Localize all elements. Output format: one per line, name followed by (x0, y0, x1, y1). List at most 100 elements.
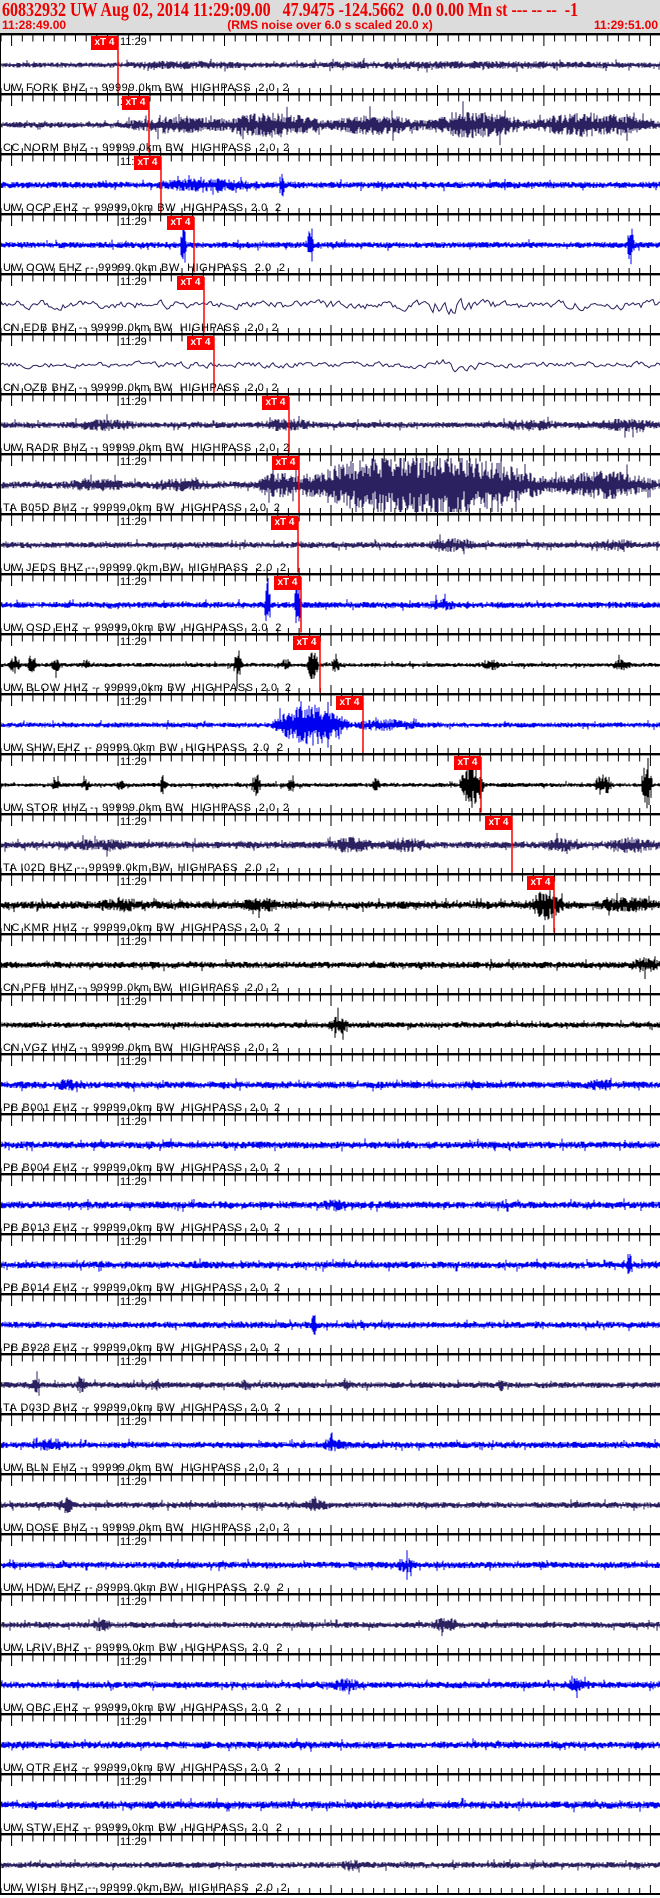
trace-row[interactable]: 11:29 CN EDB BHZ -- 99999.0km BW HIGHPAS… (1, 273, 660, 333)
pick-marker-flag[interactable]: xT 4 (177, 276, 204, 290)
pick-marker-flag[interactable]: xT 4 (122, 96, 149, 110)
waveform-plot[interactable] (1, 753, 660, 813)
waveform-plot[interactable] (1, 1293, 660, 1353)
pick-marker-flag[interactable]: xT 4 (274, 576, 301, 590)
trace-row[interactable]: 11:29 UW STOR HHZ -- 99999.0km BW HIGHPA… (1, 753, 660, 813)
station-channel-label: UW DOSE BHZ -- 99999.0km BW HIGHPASS 2.0… (3, 1522, 290, 1533)
trace-row[interactable]: 11:29 UW LRIV BHZ -- 99999.0km BW HIGHPA… (1, 1593, 660, 1653)
waveform-plot[interactable] (1, 813, 660, 873)
waveform-plot[interactable] (1, 993, 660, 1053)
waveform-plot[interactable] (1, 513, 660, 573)
trace-row[interactable]: 11:29 PB B004 EHZ -- 99999.0km BW HIGHPA… (1, 1113, 660, 1173)
time-ruler (1, 1173, 660, 1176)
trace-row[interactable]: 11:29 PB B001 EHZ -- 99999.0km BW HIGHPA… (1, 1053, 660, 1113)
pick-marker-flag[interactable]: xT 4 (336, 696, 363, 710)
waveform-plot[interactable] (1, 1773, 660, 1833)
window-end-time: 11:29:51.00 (593, 18, 658, 32)
trace-row[interactable]: 11:29 PB B013 EHZ -- 99999.0km BW HIGHPA… (1, 1173, 660, 1233)
waveform-plot[interactable] (1, 1713, 660, 1773)
pick-marker-flag[interactable]: xT 4 (271, 516, 298, 530)
trace-row[interactable]: 11:29 TA B05D BHZ -- 99999.0km BW HIGHPA… (1, 453, 660, 513)
pick-marker-flag[interactable]: xT 4 (485, 816, 512, 830)
waveform-plot[interactable] (1, 93, 660, 153)
time-ruler (1, 1833, 660, 1836)
trace-row[interactable]: 11:29 UW WISH BHZ -- 99999.0km BW HIGHPA… (1, 1833, 660, 1893)
waveform-trace (1, 1675, 660, 1698)
header-time-line: 11:28:49.00 (RMS noise over 6.0 s scaled… (0, 18, 660, 32)
waveform-trace (1, 218, 660, 265)
waveform-plot[interactable] (1, 1533, 660, 1593)
waveform-plot[interactable] (1, 693, 660, 753)
waveform-plot[interactable] (1, 1593, 660, 1653)
trace-row[interactable]: 11:29 PB B928 EHZ -- 99999.0km BW HIGHPA… (1, 1293, 660, 1353)
trace-row[interactable]: 11:29 CN PFB HHZ -- 99999.0km BW HIGHPAS… (1, 933, 660, 993)
waveform-plot[interactable] (1, 273, 660, 333)
trace-row[interactable]: 11:29 UW HDW EHZ -- 99999.0km BW HIGHPAS… (1, 1533, 660, 1593)
second-tick-marks (1, 1715, 651, 1773)
waveform-plot[interactable] (1, 1473, 660, 1533)
trace-row[interactable]: 11:29 UW OTR EHZ -- 99999.0km BW HIGHPAS… (1, 1713, 660, 1773)
trace-row[interactable]: 11:29 CC NORM BHZ -- 99999.0km BW HIGHPA… (1, 93, 660, 153)
waveform-plot[interactable] (1, 213, 660, 273)
trace-row[interactable]: 11:29 UW DOSE BHZ -- 99999.0km BW HIGHPA… (1, 1473, 660, 1533)
waveform-plot[interactable] (1, 873, 660, 933)
waveform-plot[interactable] (1, 453, 660, 513)
pick-marker-flag[interactable]: xT 4 (134, 156, 161, 170)
second-tick-marks (1, 995, 651, 1053)
second-tick-marks (1, 95, 651, 153)
pick-marker-flag[interactable]: xT 4 (454, 756, 481, 770)
minute-tick-label: 11:29 (120, 576, 147, 588)
pick-marker-flag[interactable]: xT 4 (272, 456, 299, 470)
window-start-time: 11:28:49.00 (2, 18, 67, 32)
trace-row[interactable]: 11:29 UW JEDS BHZ -- 99999.0km BW HIGHPA… (1, 513, 660, 573)
trace-row[interactable]: 11:29 TA I02D BHZ -- 99999.0km BW HIGHPA… (1, 813, 660, 873)
waveform-plot[interactable] (1, 1233, 660, 1293)
waveform-plot[interactable] (1, 333, 660, 393)
waveform-trace (1, 173, 660, 197)
trace-row[interactable]: 11:29 CN OZB BHZ -- 99999.0km BW HIGHPAS… (1, 333, 660, 393)
waveform-plot[interactable] (1, 33, 660, 93)
waveform-plot[interactable] (1, 1653, 660, 1713)
waveform-plot[interactable] (1, 933, 660, 993)
pick-marker-flag[interactable]: xT 4 (187, 336, 214, 350)
pick-marker-flag[interactable]: xT 4 (527, 876, 554, 890)
station-channel-label: TA B05D BHZ -- 99999.0km BW HIGHPASS 2.0… (3, 502, 281, 513)
waveform-plot[interactable] (1, 1053, 660, 1113)
waveform-trace (1, 58, 660, 73)
trace-row[interactable]: 11:29 UW BLN EHZ -- 99999.0km BW HIGHPAS… (1, 1413, 660, 1473)
waveform-plot[interactable] (1, 153, 660, 213)
waveform-plot[interactable] (1, 1833, 660, 1893)
trace-row[interactable]: 11:29 UW OCP EHZ -- 99999.0km BW HIGHPAS… (1, 153, 660, 213)
trace-row[interactable]: 11:29 TA D03D BHZ -- 99999.0km BW HIGHPA… (1, 1353, 660, 1413)
waveform-plot[interactable] (1, 1113, 660, 1173)
waveform-plot[interactable] (1, 1413, 660, 1473)
trace-row[interactable]: 11:29 UW STW EHZ -- 99999.0km BW HIGHPAS… (1, 1773, 660, 1833)
station-channel-label: UW OOW EHZ -- 99999.0km BW HIGHPASS 2.0 … (3, 262, 286, 273)
station-channel-label: UW SHW EHZ -- 99999.0km BW HIGHPASS 2.0 … (3, 742, 284, 753)
trace-row[interactable]: 11:29 NC KMR HHZ -- 99999.0km BW HIGHPAS… (1, 873, 660, 933)
station-channel-label: UW BLN EHZ -- 99999.0km BW HIGHPASS 2.0 … (3, 1462, 280, 1473)
trace-row[interactable]: 11:29 UW RADR BHZ -- 99999.0km BW HIGHPA… (1, 393, 660, 453)
trace-row[interactable]: 11:29 UW OOW EHZ -- 99999.0km BW HIGHPAS… (1, 213, 660, 273)
waveform-plot[interactable] (1, 393, 660, 453)
trace-row[interactable]: 11:29 UW BLOW HHZ -- 99999.0km BW HIGHPA… (1, 633, 660, 693)
trace-row[interactable]: 11:29 UW OBC EHZ -- 99999.0km BW HIGHPAS… (1, 1653, 660, 1713)
waveform-plot[interactable] (1, 1173, 660, 1233)
waveform-trace (1, 297, 660, 316)
pick-marker-flag[interactable]: xT 4 (262, 396, 289, 410)
minute-tick-label: 11:29 (120, 1776, 147, 1788)
time-ruler (1, 573, 660, 576)
minute-tick-label: 11:29 (120, 456, 147, 468)
trace-row[interactable]: 11:29 UW SHW EHZ -- 99999.0km BW HIGHPAS… (1, 693, 660, 753)
pick-marker-flag[interactable]: xT 4 (91, 36, 118, 50)
trace-row[interactable]: 11:29 UW FORK BHZ -- 99999.0km BW HIGHPA… (1, 33, 660, 93)
pick-marker-flag[interactable]: xT 4 (293, 636, 320, 650)
trace-row[interactable]: 11:29 CN VGZ HHZ -- 99999.0km BW HIGHPAS… (1, 993, 660, 1053)
second-tick-marks (1, 335, 651, 393)
pick-marker-flag[interactable]: xT 4 (167, 216, 194, 230)
waveform-plot[interactable] (1, 573, 660, 633)
trace-row[interactable]: 11:29 PB B014 EHZ -- 99999.0km BW HIGHPA… (1, 1233, 660, 1293)
trace-row[interactable]: 11:29 UW OSD EHZ -- 99999.0km BW HIGHPAS… (1, 573, 660, 633)
waveform-plot[interactable] (1, 1353, 660, 1413)
minute-tick-label: 11:29 (120, 1236, 147, 1248)
